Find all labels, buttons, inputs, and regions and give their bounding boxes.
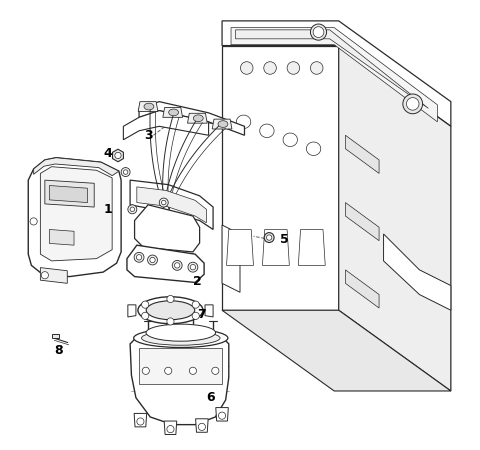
Polygon shape — [127, 245, 204, 283]
Polygon shape — [205, 305, 213, 317]
Circle shape — [311, 24, 326, 40]
Circle shape — [313, 27, 324, 37]
Circle shape — [264, 62, 276, 74]
Polygon shape — [123, 111, 209, 140]
Polygon shape — [195, 419, 208, 432]
Circle shape — [167, 318, 174, 325]
Circle shape — [172, 261, 182, 270]
Circle shape — [240, 62, 253, 74]
Polygon shape — [139, 102, 244, 135]
Circle shape — [161, 200, 166, 205]
Circle shape — [311, 62, 323, 74]
Text: 8: 8 — [54, 344, 62, 357]
Circle shape — [167, 426, 174, 433]
Ellipse shape — [168, 109, 179, 116]
Circle shape — [218, 412, 226, 419]
Polygon shape — [236, 30, 429, 108]
Polygon shape — [346, 270, 379, 308]
Circle shape — [167, 296, 174, 302]
Circle shape — [147, 255, 157, 265]
Polygon shape — [222, 21, 451, 126]
Text: 5: 5 — [279, 233, 288, 246]
Polygon shape — [40, 166, 112, 261]
Polygon shape — [138, 102, 158, 112]
Polygon shape — [130, 332, 229, 425]
Polygon shape — [45, 180, 94, 207]
Polygon shape — [216, 408, 228, 421]
Ellipse shape — [193, 115, 203, 122]
Circle shape — [121, 167, 130, 176]
Circle shape — [189, 367, 196, 374]
Circle shape — [198, 423, 205, 431]
Text: 2: 2 — [193, 274, 202, 288]
Polygon shape — [51, 334, 59, 338]
Text: 7: 7 — [197, 308, 206, 321]
Polygon shape — [384, 234, 451, 310]
Polygon shape — [227, 230, 253, 266]
Polygon shape — [222, 45, 339, 310]
Circle shape — [142, 301, 149, 308]
Polygon shape — [263, 230, 289, 266]
Circle shape — [159, 198, 168, 207]
Polygon shape — [231, 27, 437, 122]
Polygon shape — [164, 421, 177, 435]
Circle shape — [136, 255, 142, 260]
Polygon shape — [49, 185, 87, 202]
Circle shape — [287, 62, 300, 74]
Circle shape — [41, 272, 48, 279]
Circle shape — [190, 265, 195, 270]
Circle shape — [134, 252, 144, 262]
Polygon shape — [346, 202, 379, 241]
Polygon shape — [222, 310, 451, 391]
Circle shape — [130, 207, 134, 211]
Circle shape — [212, 367, 219, 374]
Circle shape — [175, 263, 180, 268]
Polygon shape — [346, 135, 379, 173]
Polygon shape — [163, 108, 182, 117]
Circle shape — [188, 262, 198, 272]
Text: 6: 6 — [206, 391, 215, 404]
Circle shape — [123, 170, 128, 174]
Circle shape — [150, 257, 155, 263]
Polygon shape — [128, 305, 136, 317]
Polygon shape — [28, 158, 121, 277]
Ellipse shape — [138, 297, 203, 324]
Ellipse shape — [142, 331, 220, 345]
Text: 1: 1 — [103, 203, 112, 216]
Circle shape — [137, 418, 144, 425]
Polygon shape — [137, 187, 206, 223]
Polygon shape — [34, 158, 119, 176]
Circle shape — [128, 205, 137, 214]
Circle shape — [165, 367, 172, 374]
Circle shape — [115, 152, 121, 158]
Polygon shape — [339, 45, 451, 391]
Polygon shape — [188, 113, 207, 123]
Circle shape — [30, 218, 37, 225]
Polygon shape — [212, 119, 232, 129]
Ellipse shape — [146, 324, 216, 341]
Polygon shape — [222, 225, 240, 292]
Text: 4: 4 — [103, 147, 112, 160]
Text: 3: 3 — [144, 129, 152, 142]
Circle shape — [192, 312, 199, 319]
Circle shape — [407, 98, 419, 110]
Circle shape — [192, 301, 199, 308]
Ellipse shape — [133, 328, 228, 347]
Ellipse shape — [146, 301, 195, 320]
Polygon shape — [49, 230, 74, 245]
Circle shape — [142, 367, 149, 374]
Polygon shape — [139, 348, 222, 384]
Polygon shape — [40, 268, 67, 284]
Circle shape — [266, 235, 272, 240]
Polygon shape — [134, 205, 200, 252]
Polygon shape — [112, 149, 123, 162]
Polygon shape — [298, 230, 325, 266]
Circle shape — [403, 94, 422, 114]
Ellipse shape — [218, 121, 228, 127]
Circle shape — [264, 233, 274, 243]
Ellipse shape — [144, 103, 154, 110]
Circle shape — [142, 312, 149, 319]
Polygon shape — [134, 414, 147, 427]
Polygon shape — [130, 180, 213, 230]
